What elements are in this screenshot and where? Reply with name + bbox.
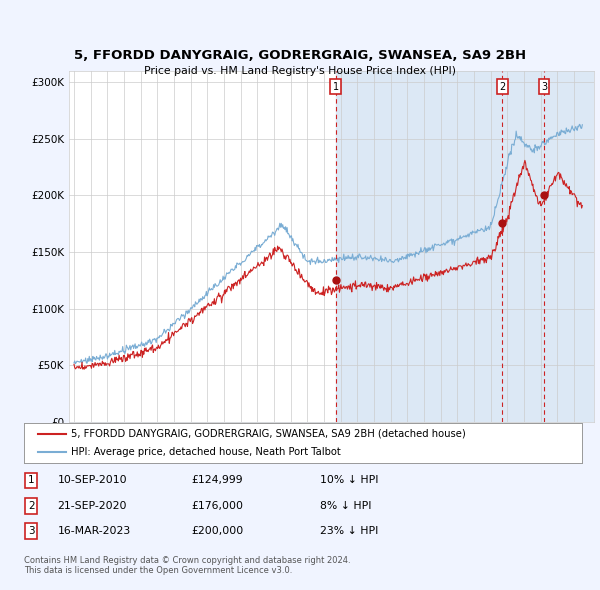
Text: HPI: Average price, detached house, Neath Port Talbot: HPI: Average price, detached house, Neat… [71, 447, 341, 457]
Text: Price paid vs. HM Land Registry's House Price Index (HPI): Price paid vs. HM Land Registry's House … [144, 66, 456, 76]
Text: 5, FFORDD DANYGRAIG, GODRERGRAIG, SWANSEA, SA9 2BH: 5, FFORDD DANYGRAIG, GODRERGRAIG, SWANSE… [74, 49, 526, 62]
Text: 1: 1 [28, 476, 35, 486]
Text: 1: 1 [332, 81, 339, 91]
Text: 5, FFORDD DANYGRAIG, GODRERGRAIG, SWANSEA, SA9 2BH (detached house): 5, FFORDD DANYGRAIG, GODRERGRAIG, SWANSE… [71, 429, 466, 439]
Text: £200,000: £200,000 [191, 526, 244, 536]
Text: 3: 3 [541, 81, 547, 91]
Text: 10% ↓ HPI: 10% ↓ HPI [320, 476, 378, 486]
Text: £176,000: £176,000 [191, 501, 244, 511]
Text: 3: 3 [28, 526, 35, 536]
Text: This data is licensed under the Open Government Licence v3.0.: This data is licensed under the Open Gov… [24, 566, 292, 575]
Text: Contains HM Land Registry data © Crown copyright and database right 2024.: Contains HM Land Registry data © Crown c… [24, 556, 350, 565]
Text: 8% ↓ HPI: 8% ↓ HPI [320, 501, 371, 511]
Text: £124,999: £124,999 [191, 476, 243, 486]
Text: 23% ↓ HPI: 23% ↓ HPI [320, 526, 378, 536]
Text: 21-SEP-2020: 21-SEP-2020 [58, 501, 127, 511]
Text: 10-SEP-2010: 10-SEP-2010 [58, 476, 127, 486]
Text: 2: 2 [28, 501, 35, 511]
Text: 2: 2 [499, 81, 505, 91]
Bar [335, 71, 594, 422]
Text: 16-MAR-2023: 16-MAR-2023 [58, 526, 131, 536]
